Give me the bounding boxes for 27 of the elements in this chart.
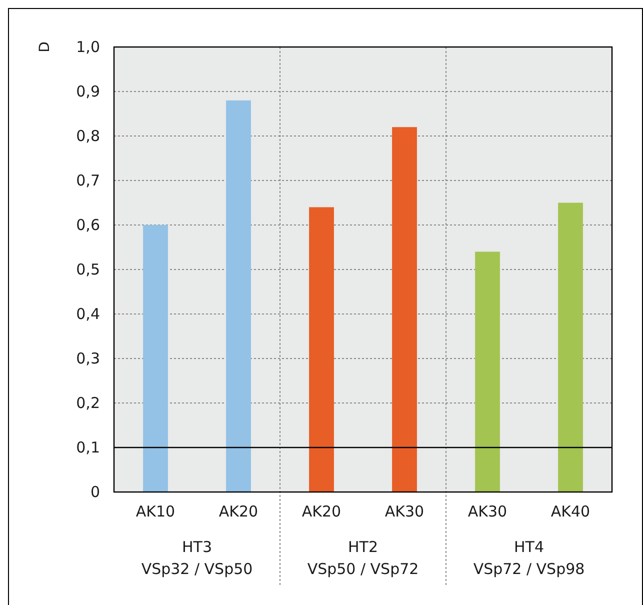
y-tick-label: 0,1 — [76, 438, 100, 456]
text: HT4 VSp72 / VSp98 — [473, 538, 585, 578]
y-tick-label: 0,3 — [76, 349, 100, 368]
bar — [143, 225, 168, 492]
bar — [226, 100, 251, 492]
bar — [558, 202, 583, 492]
y-tick-label: 0,4 — [76, 304, 100, 323]
x-tick-label: AK40 — [550, 502, 590, 521]
y-axis-title: D — [36, 42, 53, 52]
y-tick-label: 0,9 — [76, 82, 100, 100]
bar — [392, 127, 417, 492]
x-tick-label: AK20 — [218, 502, 258, 521]
y-tick-label: 0,7 — [76, 171, 100, 190]
x-tick-label: AK30 — [468, 502, 508, 521]
text: HT3 VSp32 / VSp50 — [141, 538, 253, 578]
bar — [309, 207, 334, 492]
x-tick-label: AK10 — [136, 502, 176, 521]
y-tick-label: 0 — [90, 482, 100, 501]
y-tick-label: 0,2 — [76, 394, 100, 412]
x-tick-label: AK30 — [384, 502, 424, 521]
bar — [475, 252, 500, 492]
y-tick-label: 0,5 — [76, 260, 100, 278]
text: HT2 VSp50 / VSp72 — [307, 538, 419, 578]
y-tick-label: 1,0 — [76, 38, 100, 56]
y-tick-label: 0,8 — [76, 126, 100, 145]
x-tick-label: AK20 — [302, 502, 342, 521]
y-tick-label: 0,6 — [76, 216, 100, 234]
